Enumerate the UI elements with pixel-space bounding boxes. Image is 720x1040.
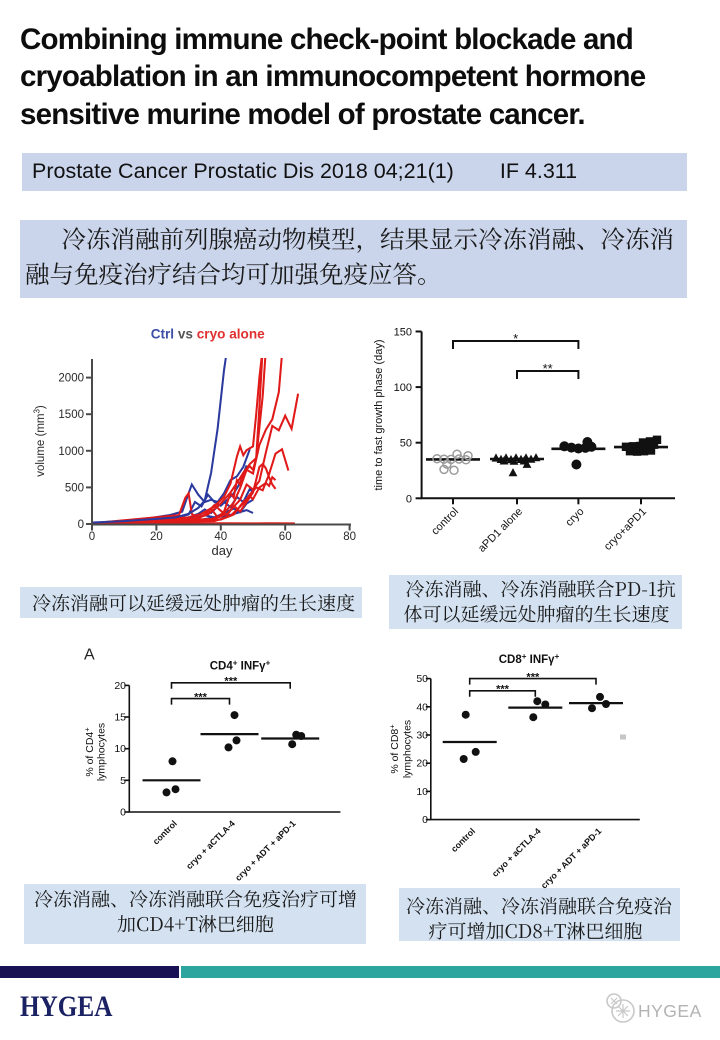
svg-text:CD8+ INFγ+: CD8+ INFγ+ xyxy=(499,652,560,666)
svg-text:HYGEA: HYGEA xyxy=(638,1001,702,1021)
svg-text:***: *** xyxy=(526,671,540,683)
svg-text:1500: 1500 xyxy=(58,409,84,421)
svg-text:40: 40 xyxy=(214,531,227,543)
svg-text:100: 100 xyxy=(394,382,412,394)
svg-text:*: * xyxy=(513,331,518,346)
svg-text:20: 20 xyxy=(150,531,163,543)
svg-text:50: 50 xyxy=(400,438,412,450)
svg-text:10: 10 xyxy=(114,743,126,755)
svg-text:0: 0 xyxy=(406,493,412,505)
svg-text:5: 5 xyxy=(120,775,126,787)
svg-text:lymphocytes: lymphocytes xyxy=(96,723,108,781)
svg-text:lymphocytes: lymphocytes xyxy=(402,720,414,778)
svg-text:10: 10 xyxy=(416,786,428,798)
svg-text:50: 50 xyxy=(416,673,428,685)
svg-text:80: 80 xyxy=(343,531,356,543)
svg-text:60: 60 xyxy=(279,531,292,543)
svg-text:CD4+ INFγ+: CD4+ INFγ+ xyxy=(210,659,271,673)
svg-text:% of CD8+: % of CD8+ xyxy=(388,724,402,774)
svg-text:volume (mm3): volume (mm3) xyxy=(33,405,48,477)
svg-text:time to fast growth phase (day: time to fast growth phase (day) xyxy=(373,339,385,490)
svg-text:20: 20 xyxy=(416,758,428,770)
svg-text:day: day xyxy=(212,543,233,558)
svg-text:150: 150 xyxy=(394,327,412,339)
svg-text:***: *** xyxy=(224,676,238,688)
svg-text:30: 30 xyxy=(416,730,428,742)
svg-text:15: 15 xyxy=(114,712,126,724)
svg-text:40: 40 xyxy=(416,701,428,713)
svg-text:500: 500 xyxy=(65,482,84,494)
svg-text:***: *** xyxy=(496,684,510,696)
svg-text:0: 0 xyxy=(120,807,126,819)
svg-text:**: ** xyxy=(543,361,553,376)
svg-text:% of CD4+: % of CD4+ xyxy=(83,727,97,777)
svg-text:1000: 1000 xyxy=(58,446,84,458)
svg-text:***: *** xyxy=(194,691,208,703)
svg-text:0: 0 xyxy=(78,519,84,531)
svg-text:0: 0 xyxy=(422,814,428,826)
svg-text:A: A xyxy=(84,647,95,664)
svg-text:2000: 2000 xyxy=(58,373,84,385)
svg-text:0: 0 xyxy=(89,531,95,543)
svg-text:20: 20 xyxy=(114,680,126,692)
svg-text:Ctrl vs cryo alone: Ctrl vs cryo alone xyxy=(151,326,265,342)
